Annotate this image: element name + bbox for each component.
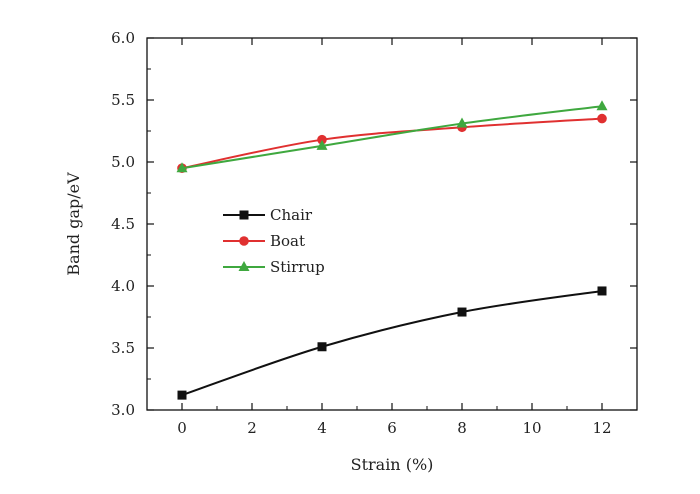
legend-marker-chair xyxy=(239,210,249,220)
data-point-boat xyxy=(317,134,327,145)
series-boat xyxy=(177,113,607,173)
data-point-chair xyxy=(317,342,327,352)
x-tick-label: 0 xyxy=(177,419,187,437)
x-tick-label: 4 xyxy=(317,419,327,437)
data-point-chair xyxy=(597,286,607,296)
x-axis-ticks: 0 2 4 6 8 10 12 xyxy=(146,38,612,437)
series-line-chair xyxy=(181,289,603,397)
legend-item-boat: Boat xyxy=(223,232,305,250)
x-axis-title: Strain (%) xyxy=(351,455,434,474)
series-line-boat xyxy=(181,117,603,170)
data-point-stirrup xyxy=(596,100,608,111)
x-tick-label: 12 xyxy=(592,419,611,437)
y-tick-label: 4.5 xyxy=(111,215,135,233)
data-point-stirrup xyxy=(456,117,468,128)
y-tick-label: 6.0 xyxy=(111,29,135,47)
legend-label-stirrup: Stirrup xyxy=(270,258,325,276)
y-axis-title: Band gap/eV xyxy=(64,172,83,276)
plot-frame xyxy=(146,37,638,411)
y-tick-label: 3.0 xyxy=(111,401,135,419)
y-axis-ticks: 3.0 3.5 4.0 4.5 5.0 5.5 6.0 xyxy=(111,29,637,419)
y-tick-label: 3.5 xyxy=(111,339,135,357)
data-point-stirrup xyxy=(176,162,188,173)
data-point-stirrup xyxy=(316,139,328,150)
x-tick-label: 2 xyxy=(247,419,257,437)
y-tick-label: 5.0 xyxy=(111,153,135,171)
y-tick-label: 4.0 xyxy=(111,277,135,295)
legend-marker-boat xyxy=(239,236,249,246)
series-chair xyxy=(177,286,607,400)
x-tick-label: 8 xyxy=(457,419,467,437)
series-layer xyxy=(176,100,608,400)
x-tick-label: 6 xyxy=(387,419,397,437)
legend: Chair Boat Stirrup xyxy=(223,206,325,276)
series-line-stirrup xyxy=(181,105,603,170)
legend-marker-stirrup xyxy=(238,261,250,271)
data-point-chair xyxy=(457,307,467,317)
data-point-chair xyxy=(177,390,187,400)
x-tick-label: 10 xyxy=(522,419,541,437)
legend-item-stirrup: Stirrup xyxy=(223,258,325,276)
legend-label-boat: Boat xyxy=(270,232,305,250)
legend-label-chair: Chair xyxy=(270,206,313,224)
y-tick-label: 5.5 xyxy=(111,91,135,109)
legend-item-chair: Chair xyxy=(223,206,313,224)
series-stirrup xyxy=(176,100,608,173)
data-point-boat xyxy=(597,113,607,124)
